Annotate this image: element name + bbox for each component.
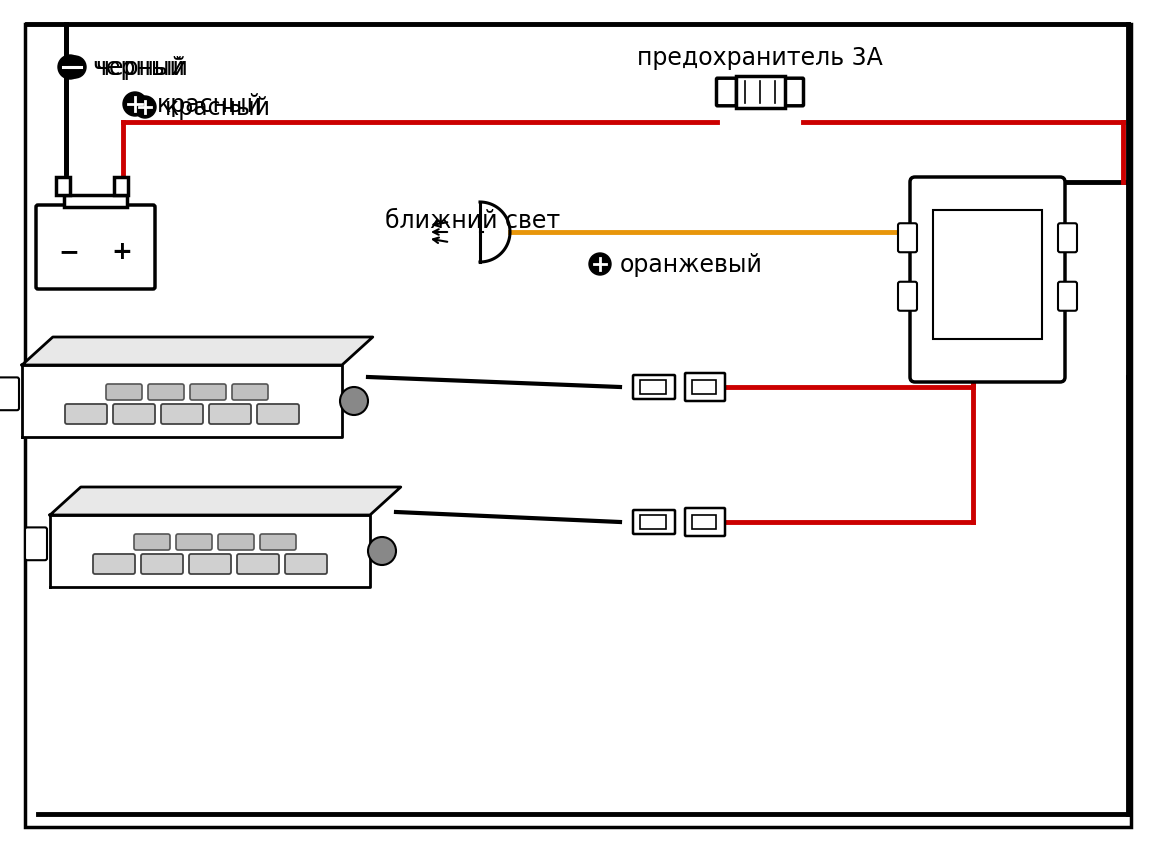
FancyBboxPatch shape [25,527,47,561]
FancyBboxPatch shape [92,555,135,574]
Text: −: − [59,239,80,263]
Bar [57,178,71,196]
Text: оранжевый: оранжевый [620,253,763,277]
FancyBboxPatch shape [686,509,725,537]
FancyBboxPatch shape [257,405,299,424]
Text: красный: красный [157,93,264,117]
FancyBboxPatch shape [898,224,917,253]
FancyBboxPatch shape [898,282,917,311]
FancyBboxPatch shape [106,384,142,400]
Polygon shape [22,366,342,437]
FancyBboxPatch shape [134,534,170,550]
FancyBboxPatch shape [188,555,231,574]
Bar [735,77,785,109]
FancyBboxPatch shape [161,405,203,424]
FancyBboxPatch shape [910,178,1065,383]
FancyBboxPatch shape [36,206,155,290]
Circle shape [340,388,368,416]
Circle shape [64,57,86,79]
FancyBboxPatch shape [1058,282,1077,311]
FancyBboxPatch shape [1058,224,1077,253]
Text: +: + [111,239,133,263]
Bar [933,210,1042,340]
Bar [113,178,128,196]
FancyBboxPatch shape [260,534,296,550]
Polygon shape [50,515,370,587]
Text: черный: черный [95,56,188,80]
FancyBboxPatch shape [113,405,155,424]
FancyBboxPatch shape [148,384,184,400]
FancyBboxPatch shape [286,555,327,574]
Bar [640,515,666,529]
Bar [64,196,127,208]
Text: предохранитель 3А: предохранитель 3А [637,46,883,70]
Text: черный: черный [92,56,185,80]
FancyBboxPatch shape [633,510,675,534]
Bar [640,381,666,394]
FancyBboxPatch shape [784,79,803,106]
FancyBboxPatch shape [141,555,183,574]
Bar [692,515,716,530]
FancyBboxPatch shape [218,534,254,550]
FancyBboxPatch shape [633,376,675,400]
Circle shape [58,56,82,80]
FancyBboxPatch shape [717,79,736,106]
Polygon shape [22,337,372,366]
FancyBboxPatch shape [237,555,279,574]
Polygon shape [50,487,401,515]
FancyBboxPatch shape [176,534,212,550]
FancyBboxPatch shape [190,384,227,400]
Circle shape [134,97,156,119]
FancyBboxPatch shape [0,378,18,411]
Circle shape [590,254,612,276]
Text: ближний свет: ближний свет [385,209,561,233]
FancyBboxPatch shape [65,405,108,424]
Bar [692,380,716,394]
Text: красный: красный [165,96,271,120]
FancyBboxPatch shape [209,405,251,424]
Circle shape [123,93,147,117]
FancyBboxPatch shape [686,373,725,401]
Circle shape [368,538,397,566]
FancyBboxPatch shape [232,384,268,400]
